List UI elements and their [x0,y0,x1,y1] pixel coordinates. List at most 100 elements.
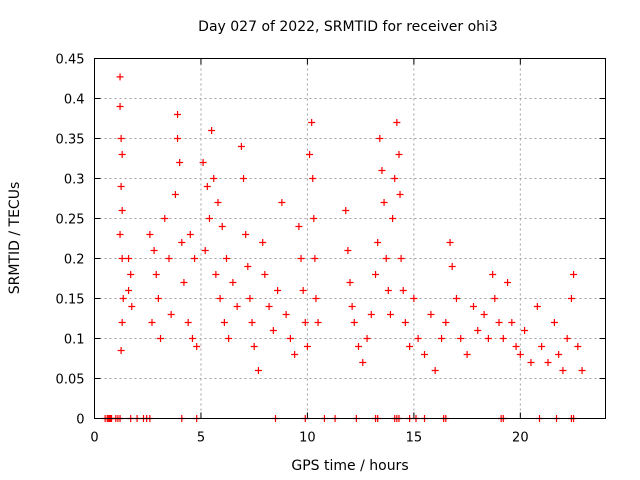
data-point [538,343,546,350]
data-point [484,335,492,342]
data-point [457,335,465,342]
data-point [233,303,241,310]
x-tick-label: 5 [197,431,205,446]
data-point [442,319,450,326]
data-point [452,295,460,302]
y-tick-label: 0 [76,413,84,428]
data-point [150,247,158,254]
y-tick-label: 0.1 [64,333,85,348]
data-point [203,183,211,190]
data-point [208,127,216,134]
data-point [278,199,286,206]
data-point [148,319,156,326]
data-point [499,335,507,342]
data-point [309,175,317,182]
data-point [512,343,520,350]
data-point [431,367,439,374]
data-point [346,279,354,286]
data-point [342,207,350,214]
data-point [570,271,578,278]
data-point [157,335,165,342]
data-point [118,151,126,158]
data-point [359,359,367,366]
data-point [117,183,125,190]
data-point [250,343,258,350]
data-point [223,255,231,262]
data-point [199,159,207,166]
data-point [237,143,245,150]
data-point [401,319,409,326]
data-point [193,343,201,350]
x-axis-title: GPS time / hours [291,458,408,474]
data-point [489,271,497,278]
data-point [521,327,529,334]
data-point [167,311,175,318]
data-point [533,303,541,310]
data-point [152,271,160,278]
data-point [259,239,267,246]
data-point [161,215,169,222]
data-point [178,239,186,246]
data-point [555,351,563,358]
data-point [399,287,407,294]
data-point [171,191,179,198]
data-point [188,335,196,342]
data-point [469,303,477,310]
data-point [578,367,586,374]
data-point [421,351,429,358]
data-point [125,287,133,294]
data-point [286,335,294,342]
data-point [378,167,386,174]
data-point [376,135,384,142]
data-point [229,279,237,286]
plot-frame [94,58,606,419]
data-point [474,327,482,334]
data-point [567,295,575,302]
data-point [363,335,371,342]
data-point [308,119,316,126]
data-point [504,279,512,286]
data-point [410,295,418,302]
y-tick-label: 0.15 [56,293,85,308]
data-point [191,255,199,262]
y-tick-label: 0.45 [56,53,85,68]
data-point [310,215,318,222]
data-point [312,295,320,302]
data-point [119,295,127,302]
data-point [242,231,250,238]
data-point [516,351,524,358]
data-point [446,239,454,246]
data-point [389,215,397,222]
data-point [205,215,213,222]
data-point [396,191,404,198]
data-point [248,319,256,326]
data-point [216,295,224,302]
data-point [246,295,254,302]
data-point [350,319,358,326]
data-point [274,287,282,294]
data-point [395,151,403,158]
y-tick-label: 0.4 [64,93,85,108]
data-point [574,343,582,350]
data-point [116,73,124,81]
data-point [382,255,390,262]
data-point [374,239,382,246]
data-point [117,347,125,354]
x-tick-label: 10 [299,431,316,446]
y-tick-label: 0.35 [56,133,85,148]
data-point [391,175,399,182]
data-point [180,279,188,286]
data-point [220,319,228,326]
data-point [495,319,503,326]
data-point [508,319,516,326]
data-point [297,255,305,262]
data-point [269,327,277,334]
data-point [303,343,311,350]
data-point [125,255,133,262]
data-point [176,159,184,166]
y-tick-label: 0.25 [56,213,85,228]
data-point [240,175,248,182]
y-tick-label: 0.05 [56,373,85,388]
data-point [527,359,535,366]
